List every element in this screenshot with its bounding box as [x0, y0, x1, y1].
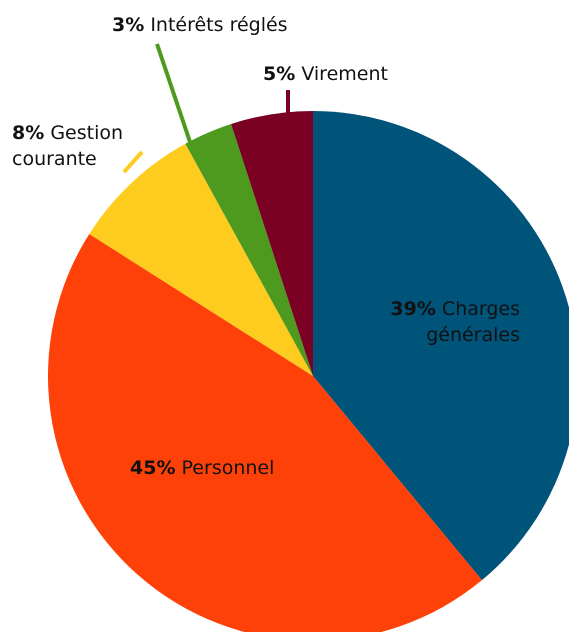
category-label: Personnel: [181, 457, 275, 479]
pie-slice: [48, 234, 482, 632]
value-label: 45%: [130, 457, 176, 479]
pie-slice: [313, 111, 569, 581]
slice-label: 39% Charges générales: [330, 296, 520, 348]
leader-line: [122, 150, 144, 174]
pie-slice: [231, 111, 313, 376]
category-label: Intérêts réglés: [150, 14, 288, 36]
category-label: Charges générales: [426, 298, 520, 346]
slice-label: 5% Virement: [263, 61, 388, 87]
value-label: 8%: [12, 122, 45, 144]
pie-slice: [185, 123, 313, 376]
value-label: 39%: [390, 298, 436, 320]
slice-label: 45% Personnel: [130, 455, 274, 481]
slice-label: 8% Gestion courante: [12, 120, 152, 172]
value-label: 5%: [263, 63, 296, 85]
category-label: Gestion courante: [12, 122, 124, 170]
leader-line: [155, 43, 192, 143]
slice-label: 3% Intérêts réglés: [112, 12, 288, 38]
value-label: 3%: [112, 14, 145, 36]
pie-slice: [89, 143, 313, 376]
category-label: Virement: [301, 63, 388, 85]
